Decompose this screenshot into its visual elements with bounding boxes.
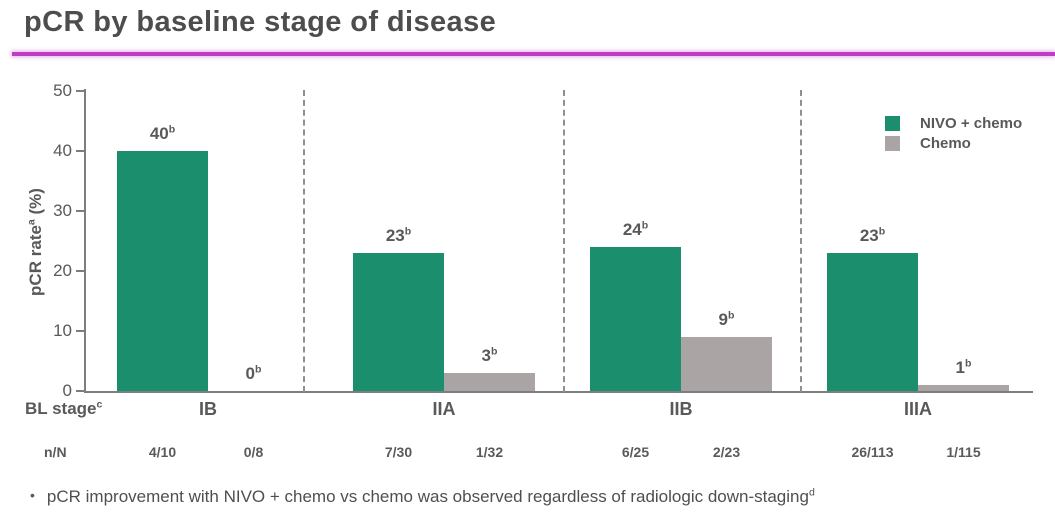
x-axis-line (84, 391, 1033, 393)
y-axis-title: pCR ratea (%) (25, 92, 50, 392)
legend-label-chemo: Chemo (920, 134, 971, 152)
legend-item-nivo-chemo: NIVO + chemo (885, 114, 1023, 132)
bar-nivo-chemo-iib (590, 247, 681, 391)
bar-nivo-chemo-iia (353, 253, 444, 391)
legend-swatch-nivo-chemo (885, 115, 900, 131)
group-separator-line (563, 90, 565, 392)
y-axis-tick-label: 20 (53, 261, 72, 280)
y-axis-tick-label: 0 (62, 381, 72, 400)
bar-chemo-iiia (918, 385, 1009, 391)
bar-value-label-nivo-chemo-iiia: 23b (859, 225, 886, 245)
y-axis-tick-label: 40 (53, 141, 72, 160)
bar-value-label-nivo-chemo-ib: 40b (149, 123, 176, 143)
stage-label-iiia: IIIA (903, 399, 932, 419)
footnote-bullet: • pCR improvement with NIVO + chemo vs ch… (30, 487, 815, 507)
bar-value-label-chemo-ib: 0b (245, 363, 262, 383)
legend-item-chemo: Chemo (885, 134, 1022, 152)
x-axis-row-label-superscript: c (96, 398, 103, 411)
x-axis-row-label-text: BL stage (25, 399, 97, 418)
x-axis-row-label: BL stagec (25, 399, 102, 419)
n-over-N-chemo-iiia: 1/115 (946, 444, 981, 460)
bar-chemo-iib (681, 337, 772, 391)
n-over-N-nivo-chemo-iia: 7/30 (384, 444, 413, 460)
group-separator-line (800, 90, 802, 392)
bar-nivo-chemo-ib (117, 151, 208, 391)
y-axis-tick (76, 150, 84, 152)
title-accent-rule (12, 52, 1055, 56)
y-axis-tick (76, 390, 84, 392)
y-axis-tick (76, 270, 84, 272)
y-axis-line (84, 89, 86, 393)
n-over-N-chemo-iia: 1/32 (475, 444, 504, 460)
bar-value-label-nivo-chemo-iia: 23b (385, 225, 412, 245)
bar-value-label-nivo-chemo-iib: 24b (622, 219, 649, 239)
stage-label-iia: IIA (432, 399, 456, 419)
n-over-N-nivo-chemo-iib: 6/25 (621, 444, 650, 460)
y-axis-tick-label: 30 (53, 201, 72, 220)
group-separator-line (303, 90, 305, 392)
bar-value-label-chemo-iiia: 1b (955, 357, 972, 377)
y-axis-tick-label: 50 (53, 81, 72, 100)
bar-value-label-chemo-iia: 3b (481, 345, 498, 365)
bullet-icon: • (30, 487, 35, 503)
y-axis-tick-label: 10 (53, 321, 72, 340)
y-axis-tick (76, 330, 84, 332)
footnote-text: pCR improvement with NIVO + chemo vs che… (46, 487, 809, 506)
legend: NIVO + chemo Chemo (885, 115, 1022, 155)
n-over-N-nivo-chemo-iiia: 26/113 (851, 444, 894, 460)
stage-label-iib: IIB (669, 399, 693, 419)
bar-chemo-iia (444, 373, 535, 391)
legend-label-nivo-chemo: NIVO + chemo (920, 114, 1023, 132)
legend-swatch-chemo (885, 135, 900, 151)
n-over-N-chemo-ib: 0/8 (243, 444, 264, 460)
page-title: pCR by baseline stage of disease (24, 6, 497, 38)
y-axis-tick (76, 90, 84, 92)
n-over-N-chemo-iib: 2/23 (712, 444, 741, 460)
footnote-superscript: d (808, 486, 815, 499)
y-axis-tick (76, 210, 84, 212)
stage-label-ib: IB (199, 399, 217, 419)
counts-row-label: n/N (44, 444, 67, 460)
bar-value-label-chemo-iib: 9b (718, 309, 735, 329)
n-over-N-nivo-chemo-ib: 4/10 (148, 444, 177, 460)
bar-nivo-chemo-iiia (827, 253, 918, 391)
